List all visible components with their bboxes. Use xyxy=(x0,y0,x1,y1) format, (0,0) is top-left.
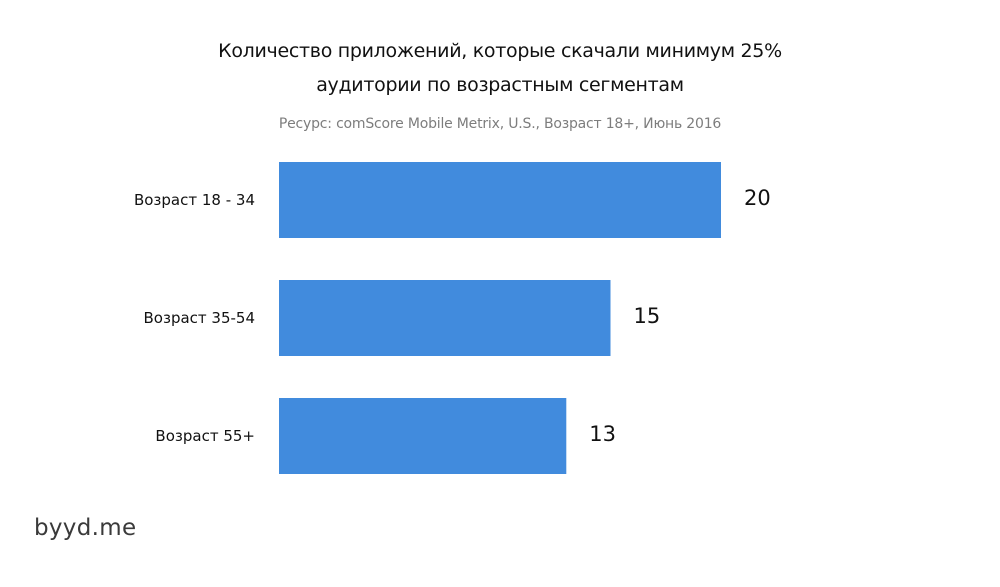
category-label-2: Возраст 35-54 xyxy=(144,309,256,327)
category-label-3: Возраст 55+ xyxy=(155,427,255,445)
brand-watermark: byyd.me xyxy=(34,515,137,541)
value-label-3: 13 xyxy=(589,422,616,446)
category-label-1: Возраст 18 - 34 xyxy=(134,191,255,209)
chart-subtitle-source: Ресурс: comScore Mobile Metrix, U.S., Во… xyxy=(278,116,722,132)
value-label-1: 20 xyxy=(744,186,771,210)
chart-title-line-2: аудитории по возрастным сегментам xyxy=(316,74,684,96)
value-label-2: 15 xyxy=(634,304,661,328)
bar-2 xyxy=(279,280,611,356)
chart-title-line-1: Количество приложений, которые скачали м… xyxy=(218,40,782,62)
bar-3 xyxy=(279,398,567,474)
bar-1 xyxy=(279,162,721,238)
